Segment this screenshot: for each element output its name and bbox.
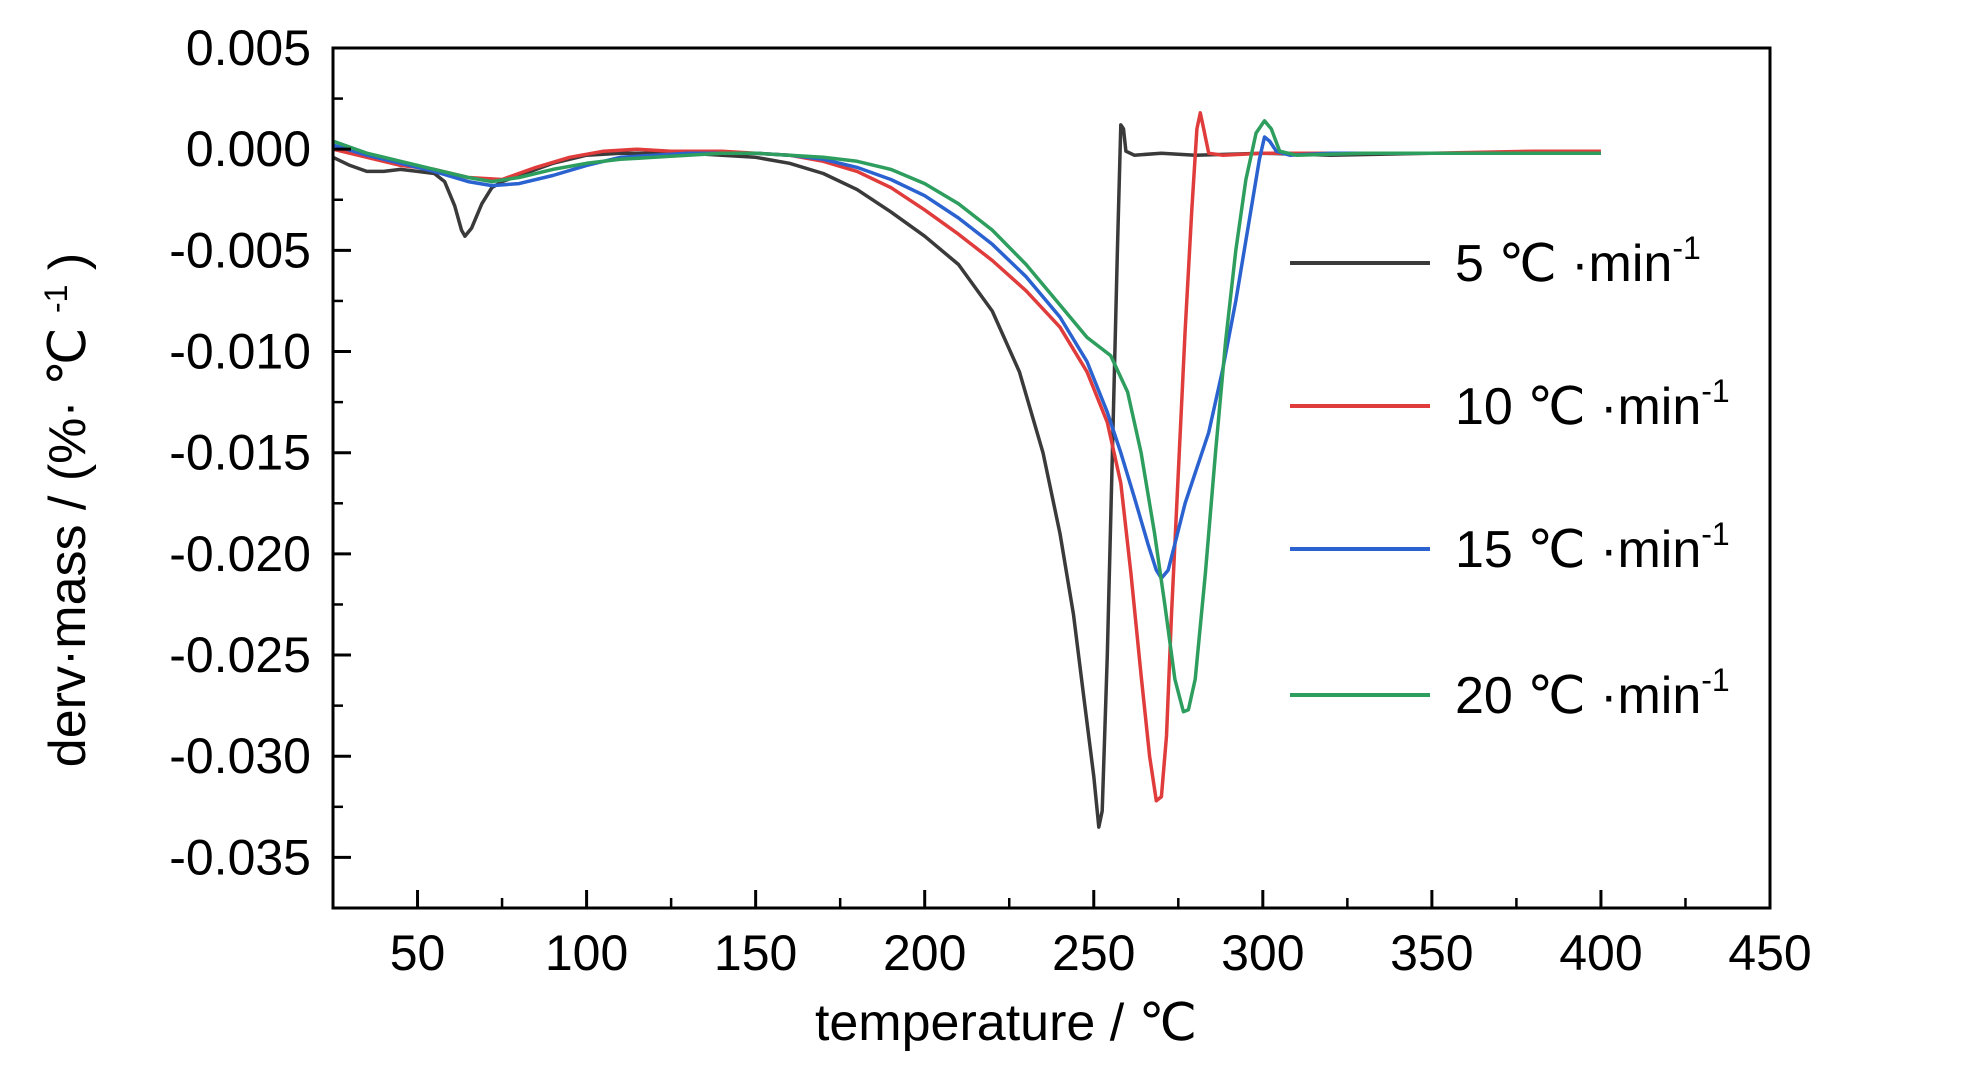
x-tick-label: 100 — [545, 925, 628, 981]
legend-item-2: 10 ℃ ·min-1 — [1290, 373, 1730, 436]
series-layer — [332, 111, 1601, 829]
series-line-1 — [332, 123, 1601, 829]
plot-frame — [331, 46, 1772, 910]
legend-label: 15 ℃ ·min-1 — [1455, 516, 1730, 579]
legend-label: 5 ℃ ·min-1 — [1455, 230, 1701, 293]
legend-label: 10 ℃ ·min-1 — [1455, 373, 1730, 436]
x-tick-label: 300 — [1221, 925, 1304, 981]
y-tick-label: -0.005 — [169, 222, 311, 278]
x-axis-title: temperature / ℃ — [815, 994, 1197, 1052]
legend-label: 20 ℃ ·min-1 — [1455, 662, 1730, 725]
y-tick-label: -0.015 — [169, 425, 311, 481]
y-tick-label: 0.005 — [186, 20, 311, 76]
y-axis-title-sup: -1 — [38, 285, 74, 313]
y-tick-label: -0.025 — [169, 627, 311, 683]
series-line-4 — [332, 119, 1601, 714]
y-tick-label: -0.035 — [169, 829, 311, 885]
x-tick-label: 350 — [1390, 925, 1473, 981]
y-axis-title: derv·mass / (%· ℃ -1 ) — [21, 253, 97, 767]
y-axis-title-close: ) — [39, 253, 97, 270]
y-tick-label: 0.000 — [186, 121, 311, 177]
label-layer: 50 100 150 200 250 300 350 400 450 0.005 0.000 -0.0… — [169, 20, 1812, 981]
y-tick-label: -0.010 — [169, 324, 311, 380]
x-tick-label: 250 — [1052, 925, 1135, 981]
y-tick-label: -0.030 — [169, 728, 311, 784]
series-line-3 — [332, 135, 1601, 580]
x-tick-label: 50 — [390, 925, 446, 981]
y-axis-title-main: derv·mass / (%· ℃ — [39, 327, 97, 767]
x-tick-label: 150 — [714, 925, 797, 981]
x-tick-label: 450 — [1728, 925, 1811, 981]
legend: 5 ℃ ·min-1 10 ℃ ·min-1 15 ℃ ·min-1 20 ℃ ·mi… — [1290, 230, 1730, 725]
x-tick-label: 200 — [883, 925, 966, 981]
legend-item-3: 15 ℃ ·min-1 — [1290, 516, 1730, 579]
legend-item-1: 5 ℃ ·min-1 — [1290, 230, 1701, 293]
y-tick-label: -0.020 — [169, 526, 311, 582]
x-tick-label: 400 — [1559, 925, 1642, 981]
series-line-2 — [332, 111, 1601, 803]
tick-layer — [331, 46, 1772, 908]
legend-item-4: 20 ℃ ·min-1 — [1290, 662, 1730, 725]
